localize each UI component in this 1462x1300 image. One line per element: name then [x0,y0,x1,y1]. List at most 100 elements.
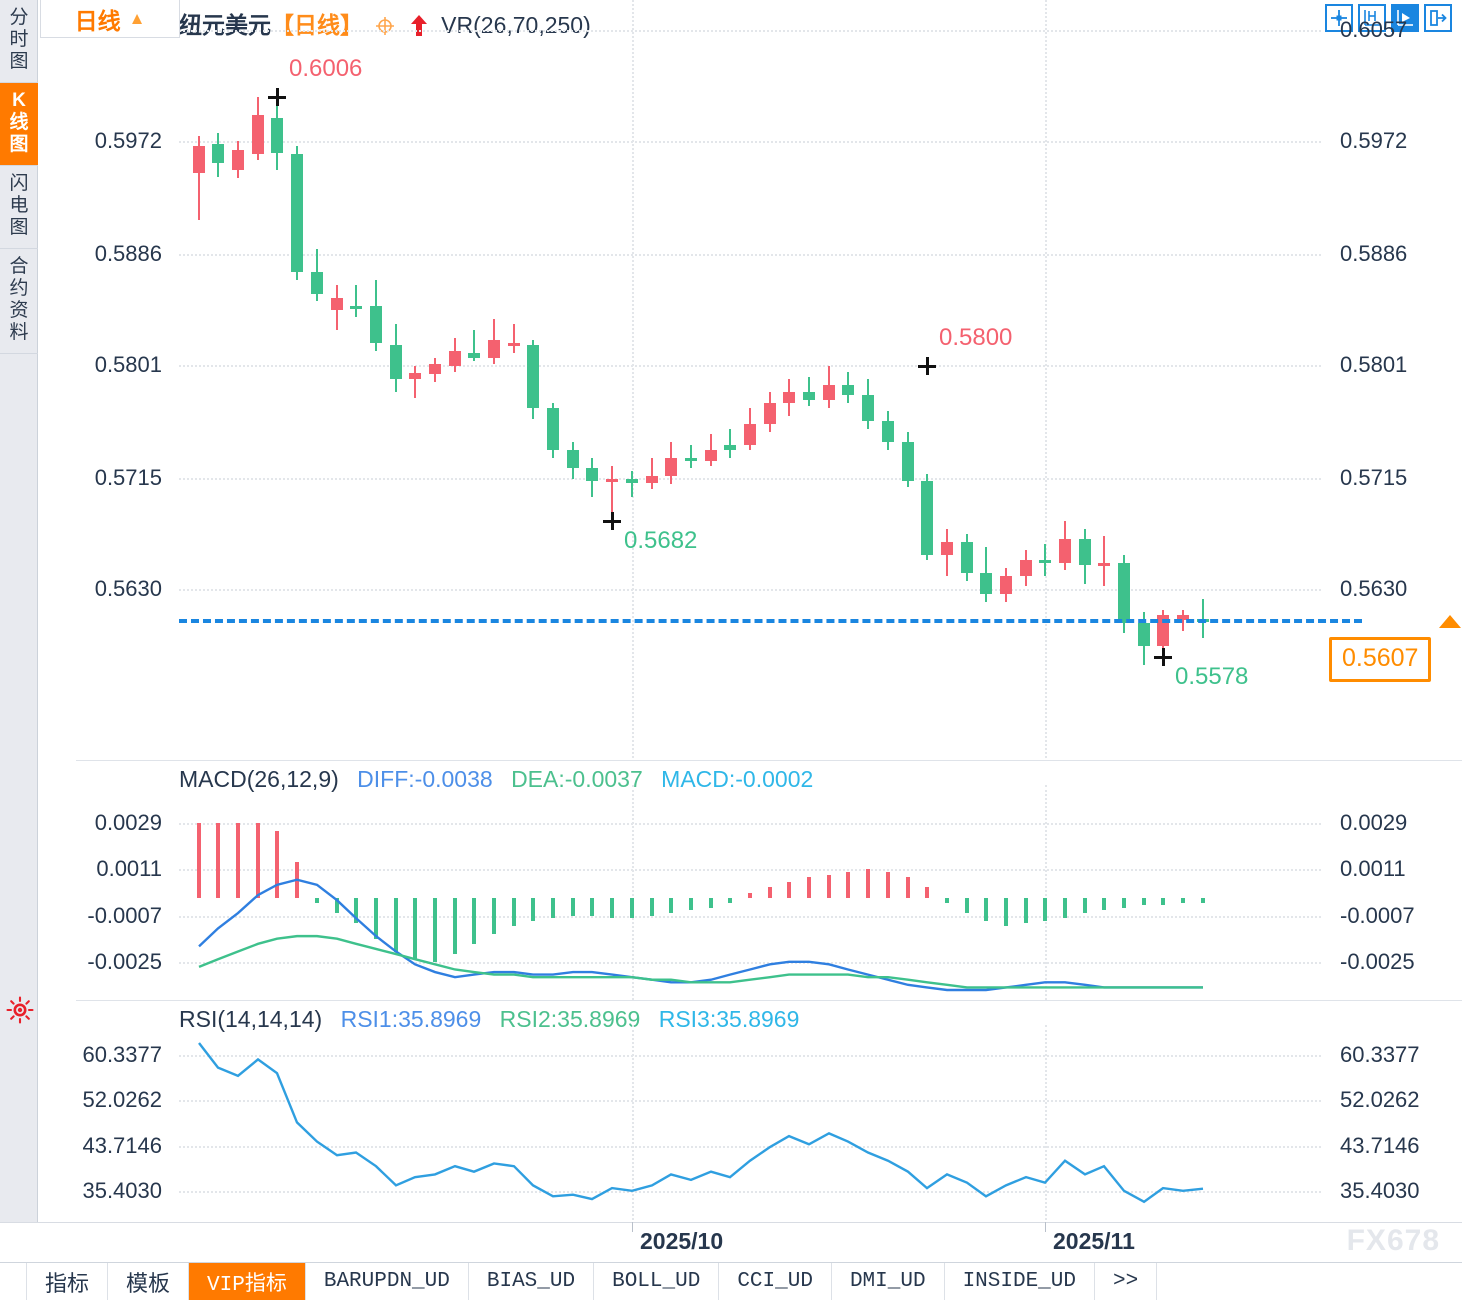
macd-histogram-bar [315,897,319,903]
candle-body [764,402,776,424]
macd-histogram-bar [925,887,929,898]
gridline [179,477,1321,480]
macd-histogram-bar [433,897,437,962]
candle-body [980,573,992,594]
tab-boll-ud[interactable]: BOLL_UD [594,1263,720,1300]
candlestick [390,324,402,393]
macd-histogram-bar [984,897,988,921]
sidebar-item-contract-info[interactable]: 合约资料 [0,249,38,354]
macd-histogram-bar [590,897,594,916]
axis-measure-icon[interactable] [1358,4,1386,32]
marker-cross-icon [268,87,286,106]
macd-histogram-bar [945,897,949,903]
candle-body [1000,575,1012,594]
date-tick-label: 2025/10 [640,1228,724,1254]
rsi-line [198,1042,1204,1204]
macd-panel[interactable] [179,785,1321,1000]
tab-inside-ud[interactable]: INSIDE_UD [945,1263,1095,1300]
macd-histogram-bar [531,897,535,921]
candle-body [1059,539,1071,563]
candlestick [350,285,362,317]
watermark: FX678 [1346,1224,1440,1257]
candle-wick [690,444,692,469]
crosshair-icon[interactable] [375,16,395,36]
rsi-tick-label: 52.0262 [1340,1087,1420,1113]
tab-dmi-ud[interactable]: DMI_UD [832,1263,945,1300]
candle-body [1098,562,1110,566]
candle-wick [355,285,357,317]
axis-draw-icon[interactable] [1391,4,1419,32]
candlestick [842,371,854,403]
month-gridline [1045,1025,1047,1220]
macd-histogram-bar [236,823,240,898]
candlestick [508,324,520,354]
rsi-title: RSI(14,14,14) [179,1006,323,1032]
chart-toolbar [1325,4,1452,32]
macd-axis-right: 0.0029 0.0011 -0.0007 -0.0025 [1332,785,1462,1000]
macd-histogram-bar [512,897,516,926]
candle-body [586,468,598,482]
macd-histogram-bar [768,887,772,898]
macd-histogram-bar [256,823,260,898]
rsi-tick-label: 35.4030 [1340,1178,1420,1204]
month-gridline [632,1025,634,1220]
candlestick [291,146,303,280]
macd-histogram-bar [1201,897,1205,903]
tab-vip-indicator[interactable]: VIP指标 [189,1263,306,1300]
tab-more[interactable]: >> [1095,1263,1158,1300]
candle-body [921,481,933,555]
candle-body [429,363,441,375]
macd-histogram-bar [807,877,811,898]
rsi-tick-label: 43.7146 [82,1132,162,1158]
marker-cross-icon [603,511,621,530]
macd-tick-label: 0.0011 [1340,856,1406,882]
move-crosshair-icon[interactable] [1325,4,1353,32]
current-price-tag[interactable]: 0.5607 [1329,636,1432,682]
price-tick-label: 0.6057 [1340,17,1408,42]
tab-template[interactable]: 模板 [108,1263,190,1300]
alert-sun-icon[interactable] [6,996,34,1024]
macd-histogram-bar [1122,897,1126,908]
rsi-tick-label: 60.3377 [82,1041,162,1067]
candle-body [724,444,736,451]
up-arrow-icon[interactable] [408,14,430,38]
rsi-axis-right: 60.3377 52.0262 43.7146 35.4030 [1332,1025,1462,1220]
tab-indicator[interactable]: 指标 [26,1263,109,1300]
macd-histogram-bar [728,897,732,903]
price-tick-label: 0.5972 [1340,128,1408,154]
candle-body [291,154,303,273]
candlestick-panel[interactable]: 0.6006 0.5682 0.5800 0.5578 [179,0,1321,758]
sidebar-item-lightning-chart[interactable]: 闪电图 [0,166,38,249]
macd-dea-value: DEA:-0.0037 [511,766,643,792]
tab-cci-ud[interactable]: CCI_UD [719,1263,832,1300]
macd-histogram-bar [650,897,654,916]
sidebar-item-timeshare-chart[interactable]: 分时图 [0,0,38,83]
macd-histogram-bar [1043,897,1047,921]
rsi-panel[interactable] [179,1025,1321,1220]
candlestick [311,248,323,301]
candle-body [508,342,520,346]
timeframe-button[interactable]: 日线 ▲ [40,0,180,38]
gridline [179,1145,1321,1148]
candle-body [311,272,323,295]
rsi-header: RSI(14,14,14) RSI1:35.8969 RSI2:35.8969 … [179,1006,799,1033]
macd-tick-label: -0.0007 [1340,902,1415,928]
price-tick-label: 0.5972 [94,128,162,154]
candle-wick [631,470,633,498]
macd-histogram-bar [866,869,870,898]
gridline [179,588,1321,591]
sidebar-item-label: 合 [9,256,29,277]
macd-diff-line [198,878,1203,992]
macd-histogram-bar [669,897,673,914]
sidebar-item-label: 分 [9,7,29,28]
tab-bias-ud[interactable]: BIAS_UD [469,1263,595,1300]
candle-body [1118,562,1130,623]
candlestick [665,442,677,485]
macd-histogram-bar [571,897,575,916]
current-price-arrow [1439,614,1461,628]
triangle-up-icon: ▲ [128,8,146,28]
expand-right-icon[interactable] [1424,4,1452,32]
candlestick [193,135,205,220]
tab-barupdn-ud[interactable]: BARUPDN_UD [306,1263,469,1300]
